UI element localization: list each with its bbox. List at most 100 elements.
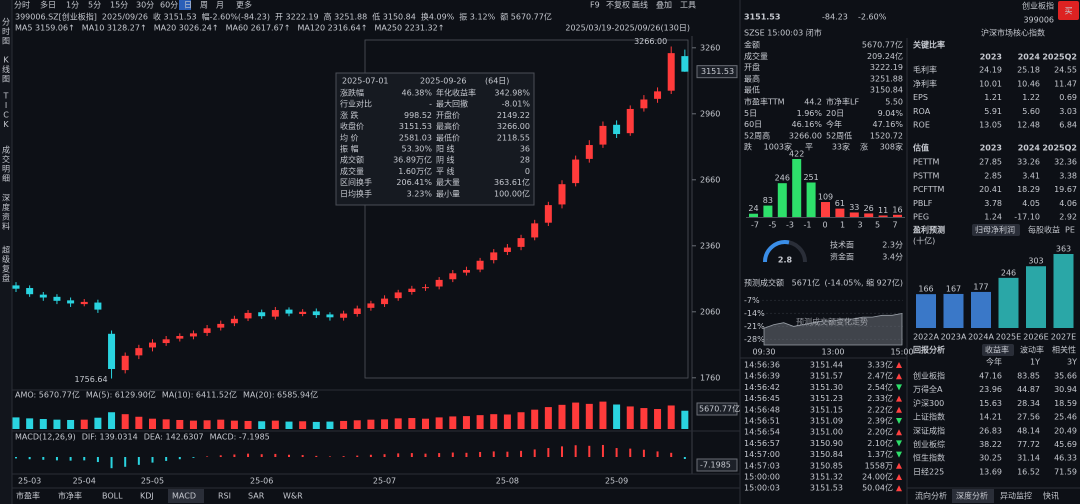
toolbar-tab[interactable]: 日 [184,1,192,10]
toolbar-tab[interactable]: 60分 [160,1,178,10]
toolbar-button[interactable]: 工具 [680,1,696,10]
trade-price: 3151.53 [810,484,843,493]
side-tab[interactable]: 料 [2,221,10,231]
panel-tab[interactable]: 快讯 [1043,491,1059,501]
cell: 26.83 [979,426,1002,435]
side-tab[interactable]: 级 [2,254,10,264]
side-tab[interactable]: K [3,56,9,65]
popup-label: 日均换手 [340,188,372,198]
side-tab[interactable]: 时 [2,26,10,36]
macd-tag [696,458,738,472]
indicator-tab[interactable]: RSI [218,492,231,501]
toolbar-button[interactable]: 叠加 [656,0,672,10]
row-label: 沪深300 [913,398,944,408]
stat-label: 最低 [744,85,760,95]
popup-value: 3.23% [407,189,433,198]
panel-tab[interactable]: 深度分析 [956,491,988,501]
popup-value: 1.60万亿 [398,166,432,176]
buy-button[interactable] [1058,1,1079,20]
toolbar-button[interactable]: 画线 [632,0,648,10]
column-header: 今年 [986,357,1002,367]
cell: 25.18 [1017,66,1040,75]
side-tab[interactable]: C [3,111,9,120]
index-name: 创业板指 [1022,1,1054,11]
side-tab[interactable]: 度 [2,202,10,212]
toolbar-tab[interactable]: 1分 [66,1,79,10]
returns-tab[interactable]: 波动率 [1020,345,1044,355]
buy-label[interactable]: 买 [1065,7,1073,16]
popup-value: 3266.00 [497,122,530,131]
toolbar-tab[interactable]: 周 [200,1,208,10]
quote-header: 开 3222.19 [275,13,319,22]
cell: 2.85 [984,171,1002,180]
toolbar-tab[interactable]: 分时 [14,0,30,10]
toolbar-button[interactable]: 不复权 [606,0,630,10]
cell: 13.05 [979,121,1002,130]
side-tab[interactable]: 超 [2,245,10,255]
stat-value: 3222.19 [870,63,903,72]
quote-header: 幅-2.60%(-84.23) [202,12,270,22]
panel-tab[interactable]: 流向分析 [915,491,947,501]
side-tab[interactable]: I [5,101,7,110]
side-tab[interactable]: 图 [2,37,10,46]
quote-header: 额 5670.77亿 [500,12,552,22]
trade-price: 3151.00 [810,428,843,437]
toolbar-tab[interactable]: 30分 [136,1,154,10]
side-tab[interactable]: 图 [2,75,10,84]
indicator-tab[interactable]: 市盈率 [16,491,40,501]
cell: 2.92 [1059,213,1077,222]
toolbar-tab[interactable]: 更多 [236,0,252,10]
candle-body [271,310,279,317]
bar-value: 422 [789,150,804,159]
volume-bar [149,418,156,429]
indicator-tab[interactable]: W&R [283,492,303,501]
bar-value: 109 [818,193,833,202]
indicator-tab[interactable]: 市净率 [58,491,82,501]
side-tab[interactable]: 交 [2,154,10,164]
quote-header: 振 3.12% [459,12,495,22]
returns-tab[interactable]: 相关性 [1052,345,1076,355]
row-label: PEG [913,213,929,222]
trade-arrow [896,395,902,402]
popup-value: 46.38% [401,89,432,98]
side-tab[interactable]: T [3,92,9,101]
toolbar-tab[interactable]: 5分 [88,1,101,10]
toolbar-button[interactable]: F9 [590,1,600,10]
toolbar-tab[interactable]: 多日 [40,0,56,10]
indicator-tab[interactable]: MACD [172,492,196,501]
popup-value: 28 [520,156,530,165]
side-tab[interactable]: 明 [2,165,10,174]
returns-tab[interactable]: 收益率 [985,345,1009,355]
side-tab[interactable]: 盘 [2,273,10,283]
indicator-tab[interactable]: SAR [248,492,265,501]
panel-tab[interactable]: 异动监控 [1000,491,1032,501]
cell: 18.59 [1054,399,1077,408]
side-tab[interactable]: 成 [2,145,10,155]
side-tab[interactable]: 线 [2,64,10,74]
profit-tab[interactable]: PE [1065,226,1075,235]
profit-tab[interactable]: 每股收益 [1028,225,1060,235]
toolbar-tab[interactable]: 月 [216,1,224,10]
side-tab[interactable]: 复 [2,264,10,274]
x-tick-label: 2023A [941,333,967,342]
popup-value: 0 [525,167,530,176]
breadth-value: 1003家 [764,142,792,152]
side-tab[interactable]: 资 [2,212,10,222]
indicator-tab[interactable]: BOLL [102,492,123,501]
side-tab[interactable]: 细 [2,173,10,183]
candle-body [176,336,184,339]
side-tab[interactable]: 分 [2,18,10,27]
candle-body [544,205,552,223]
x-tick-label: 25-03 [18,477,41,486]
side-tab[interactable]: 深 [2,194,10,203]
x-tick-label: -1 [804,221,812,230]
trade-time: 14:57:00 [744,450,780,459]
cell: 6.84 [1059,121,1077,130]
profit-tab[interactable]: 归母净利润 [975,225,1015,235]
toolbar-tab[interactable]: 15分 [110,1,128,10]
indicator-tab[interactable]: KDJ [140,492,154,501]
candle-body [422,287,429,289]
side-tab[interactable]: K [3,120,9,129]
volume-bar [353,420,361,429]
trade-time: 14:56:51 [744,417,780,426]
